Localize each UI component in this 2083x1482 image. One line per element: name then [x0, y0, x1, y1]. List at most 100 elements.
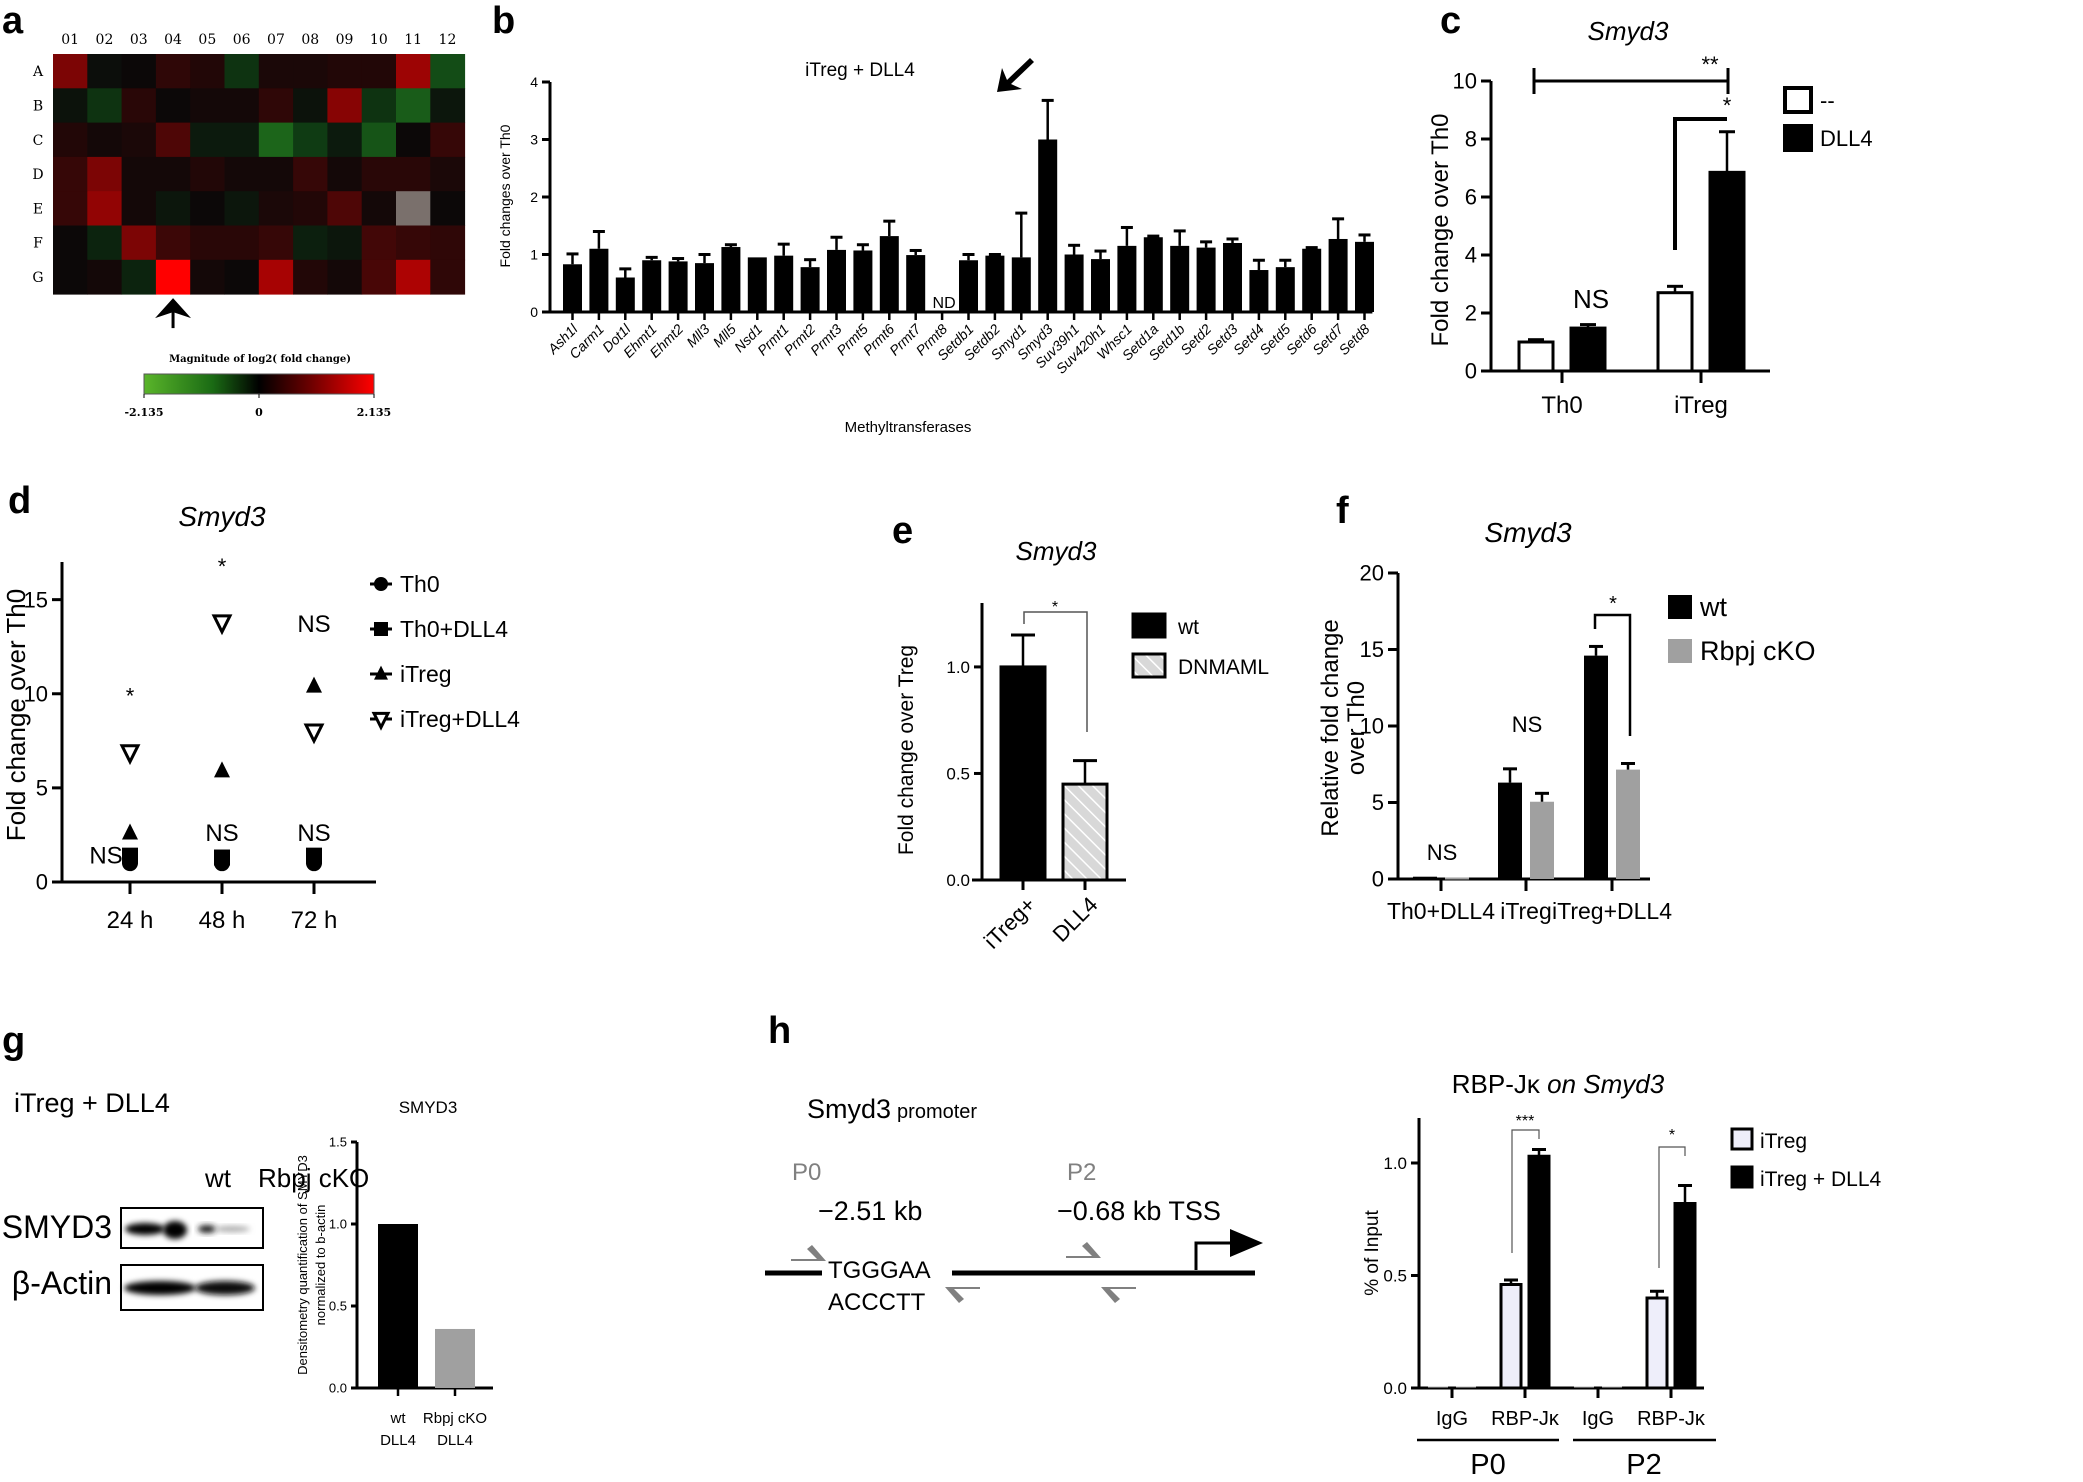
primer-site-label: P0 [792, 1159, 821, 1186]
heatmap-cell [87, 156, 123, 192]
significance-bracket [1673, 117, 1727, 250]
heatmap-cell [327, 156, 363, 192]
bar [563, 264, 582, 312]
heatmap-cell [155, 225, 191, 261]
blot-band-label: SMYD3 [2, 1209, 112, 1245]
y-tick-label: 4 [530, 74, 538, 90]
legend-swatch [1783, 124, 1813, 152]
chart-title: SMYD3 [399, 1098, 458, 1117]
marker-triangle-up-icon [122, 823, 138, 840]
bar [827, 249, 846, 312]
panel-label-e: e [892, 510, 914, 552]
y-tick-label: 15 [1360, 637, 1384, 662]
heatmap-row-label: E [33, 201, 43, 217]
bar [1530, 801, 1554, 879]
bar [879, 236, 899, 312]
heatmap-cell [293, 259, 328, 295]
significance-bracket [1532, 68, 1730, 94]
reverse-primer-icon [1101, 1287, 1136, 1303]
heatmap-cell [430, 225, 466, 261]
heatmap-cell [396, 88, 431, 124]
y-tick-label: 0 [36, 870, 48, 895]
bar [695, 263, 714, 312]
western-blot-and-densitometry: iTreg + DLL4 wt Rbpj cKO SMYD3 β-Actin 0.0 0.5… [2, 1088, 493, 1449]
heatmap-column-label: 04 [164, 32, 182, 48]
significance-label: * [218, 554, 227, 579]
marker-triangle-up-icon [306, 676, 322, 693]
heatmap-cell [293, 225, 328, 261]
y-tick-label: 20 [1360, 561, 1384, 586]
chart-title: Smyd3 [1484, 517, 1572, 548]
bar [1527, 1154, 1551, 1390]
panel-label-a: a [2, 0, 24, 42]
bar [1413, 876, 1437, 879]
panel-label-f: f [1336, 490, 1349, 532]
heatmap-cell [190, 225, 225, 261]
significance-bracket [1593, 613, 1632, 736]
heatmap-column-label: 11 [404, 32, 422, 48]
reverse-primer-icon [945, 1287, 980, 1303]
heatmap-cell [155, 122, 191, 158]
heatmap-cell [190, 156, 225, 192]
y-tick-label: 3 [530, 131, 538, 147]
bar [642, 260, 662, 312]
significance-label: NS [1427, 840, 1458, 865]
forward-primer-icon [791, 1245, 826, 1261]
significance-label: NS [1512, 712, 1543, 737]
heatmap-cell [224, 122, 260, 158]
x-tick-label: Th0+DLL4 [1387, 898, 1495, 924]
chart-title: Smyd3 [178, 501, 266, 532]
promoter-diagram-and-chip: Smyd3 promoter P0 P2 −2.51 kb −0.68 kb TSS TGG… [765, 1069, 1882, 1481]
colorbar [143, 373, 375, 395]
chart-title: Smyd3 [1588, 16, 1669, 46]
heatmap-cell [361, 54, 397, 89]
heatmap-cell [121, 191, 157, 226]
heatmap-cell [293, 122, 328, 158]
legend-swatch [1730, 1127, 1754, 1151]
heatmap-cell [121, 259, 157, 295]
y-axis-label: Fold changes over Th0 [497, 124, 513, 267]
bar [435, 1328, 475, 1388]
heatmap-cell [224, 156, 260, 192]
heatmap-cell [430, 54, 466, 89]
significance-label: ** [1701, 52, 1719, 77]
heatmap-cell [361, 259, 397, 295]
heatmap-cell [396, 225, 431, 261]
heatmap-cell [396, 156, 431, 192]
y-tick-label: 0 [1465, 359, 1477, 384]
heatmap-cell [121, 225, 157, 261]
heatmap-column-label: 08 [301, 32, 319, 48]
heatmap-row-label: C [33, 133, 44, 149]
heatmap-cell [258, 191, 294, 226]
bar [589, 248, 609, 312]
heatmap-cell [224, 191, 260, 226]
bar [1517, 340, 1555, 373]
y-tick-label: 10 [1360, 714, 1384, 739]
site-position-label: −0.68 kb TSS [1057, 1196, 1221, 1226]
heatmap-cell [258, 156, 294, 192]
heatmap-cell [121, 156, 157, 192]
x-tick-label: DLL4 [380, 1432, 416, 1449]
bar [1569, 326, 1607, 373]
heatmap-cell [396, 54, 431, 89]
heatmap-cell [53, 122, 88, 158]
heatmap-cell [53, 191, 88, 226]
heatmap-column-label: 01 [61, 32, 79, 48]
y-axis-label: Fold change over Th0 [1427, 113, 1454, 346]
significance-bracket [1511, 1129, 1540, 1253]
y-tick-label: 0.0 [329, 1381, 347, 1396]
heatmap-cell [190, 259, 225, 295]
heatmap-column-label: 09 [336, 32, 354, 48]
marker-square-icon [214, 849, 230, 866]
heatmap-column-label: 10 [370, 32, 388, 48]
bar [668, 261, 688, 312]
x-tick-label: iTreg+DLL4 [1552, 898, 1672, 924]
methyltransferase-bar-chart: 01234Ash1lCarm1Dot1lEhmt1Ehmt2Mll3Mll5Ns… [497, 58, 1374, 436]
heatmap-cell [430, 122, 466, 158]
significance-label: * [126, 684, 135, 709]
y-tick-label: 2 [530, 189, 538, 205]
binding-sequence: TGGGAA [828, 1257, 931, 1284]
heatmap-column-label: 06 [233, 32, 251, 48]
bar [1645, 1296, 1669, 1390]
significance-label: * [1669, 1127, 1675, 1144]
